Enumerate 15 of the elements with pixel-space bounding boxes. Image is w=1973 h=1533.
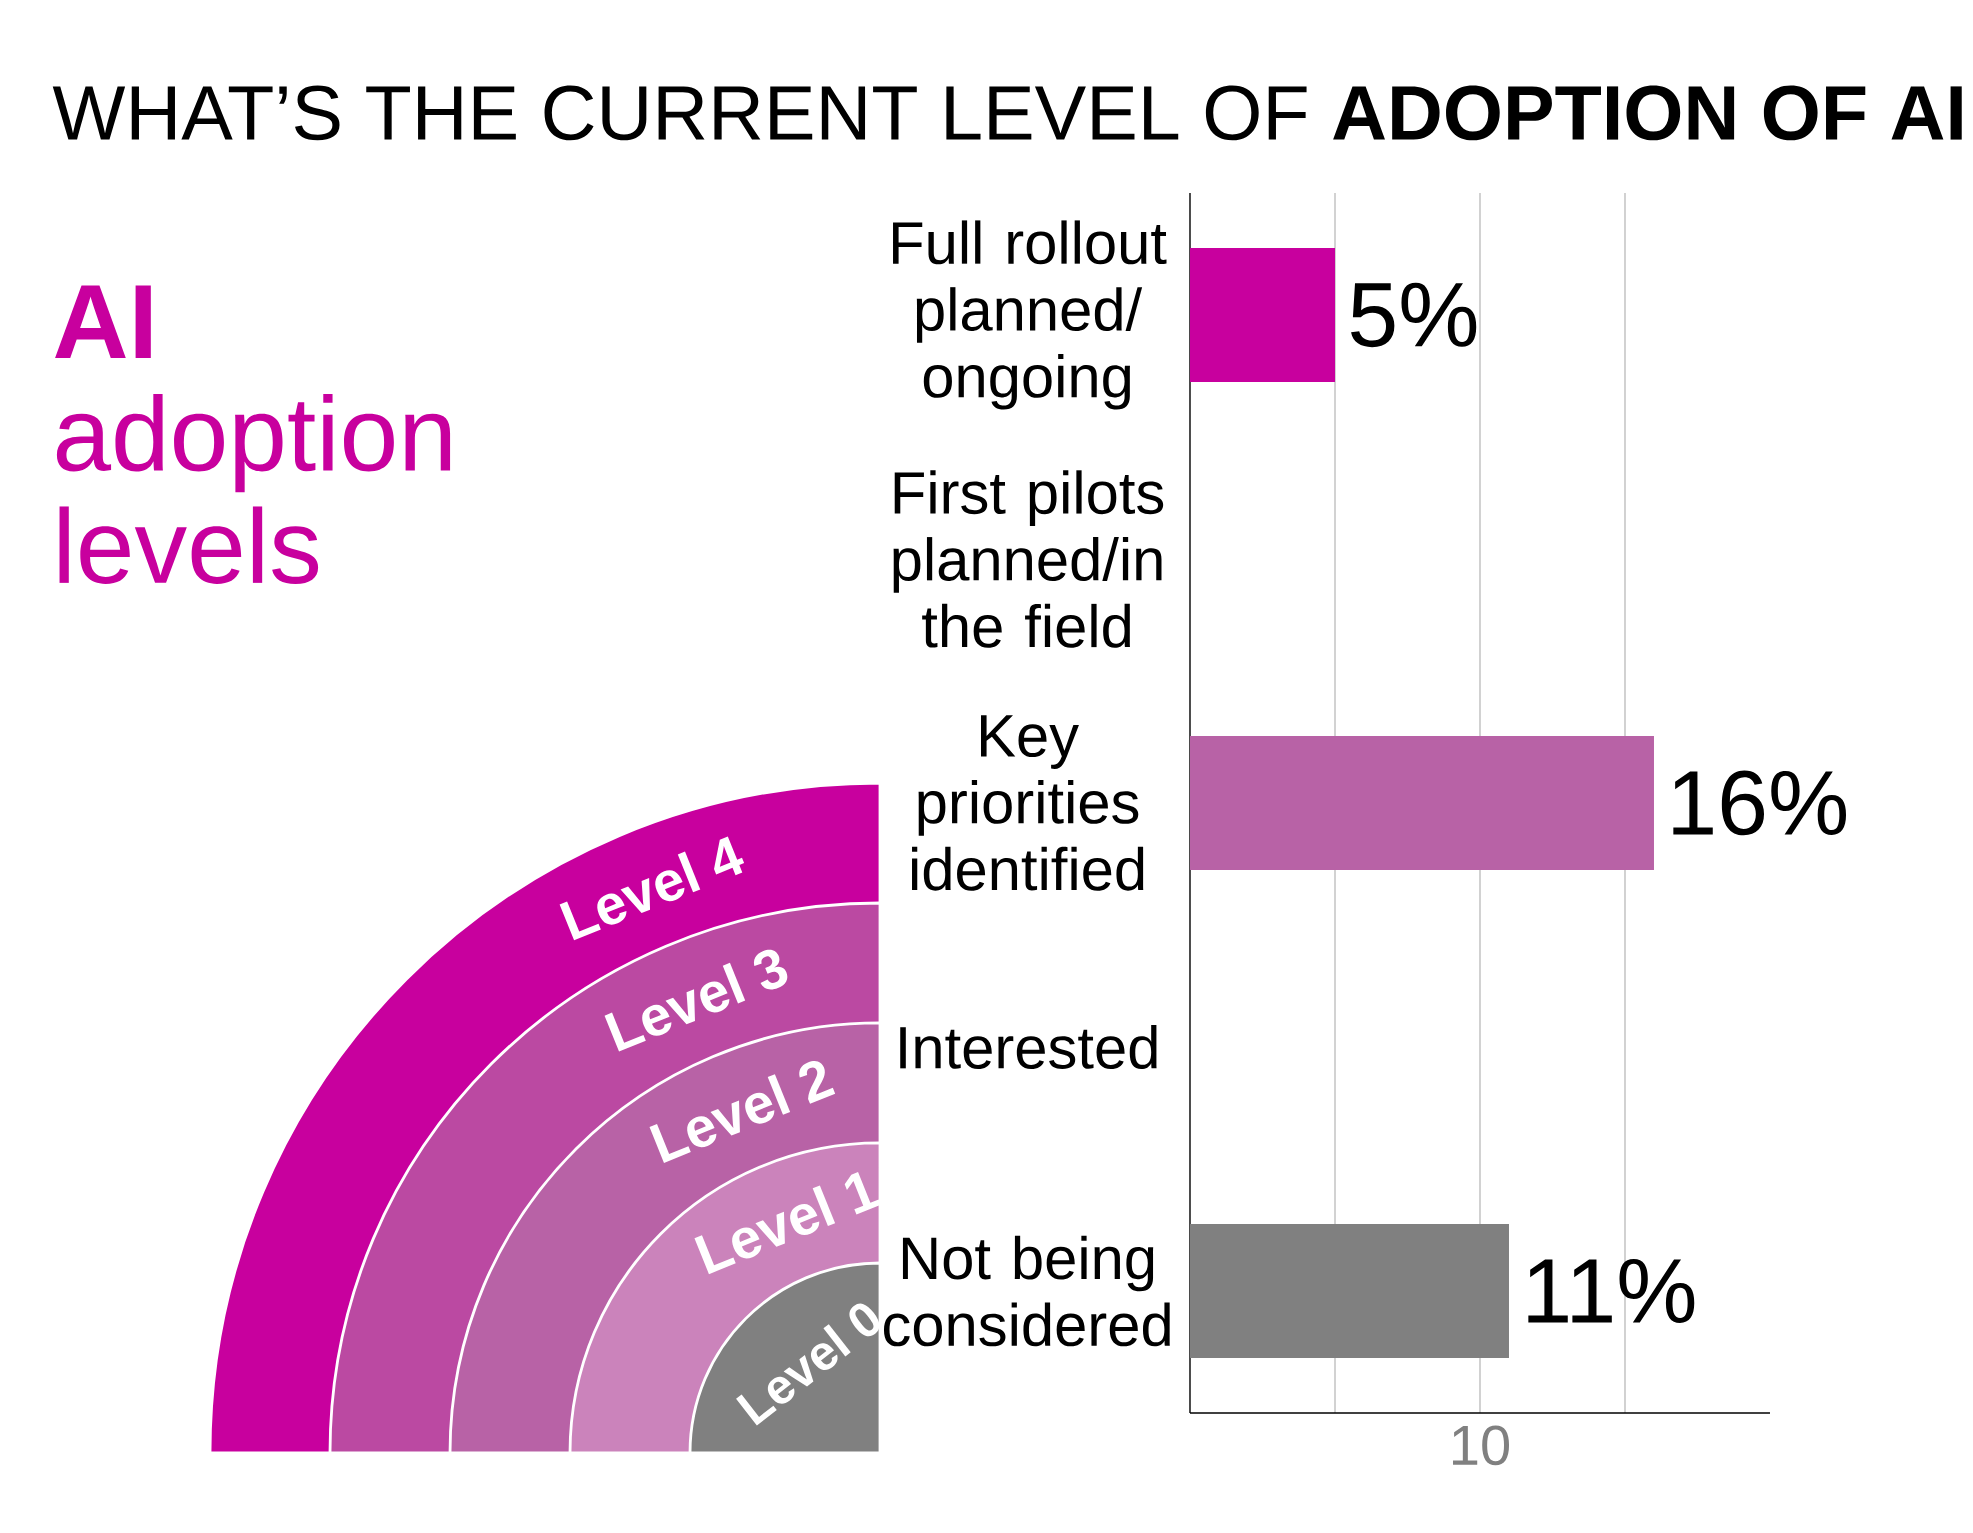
text: Level 4: [559, 836, 745, 941]
x-tick-label: 10: [1453, 1425, 1510, 1466]
data-label: 16%: [1673, 770, 1847, 836]
text: Level 3: [604, 949, 788, 1052]
text: AI adoption levels: [55, 285, 451, 584]
y-tick-label: Full rollout planned/ ongoing: [893, 220, 1167, 410]
y-tick-label: Interested: [900, 1025, 1157, 1069]
y-tick-label: Not being considered: [883, 1235, 1170, 1347]
text: Level 2: [649, 1060, 836, 1163]
data-label: 5%: [1351, 282, 1477, 348]
y-tick-label: Key priorities identified: [912, 715, 1144, 891]
text: Level 1: [694, 1172, 881, 1275]
chart-title: WHAT’S THE CURRENT LEVEL OF ADOPTION OF AI: [52, 85, 1962, 141]
y-tick-label: First pilots planned/in the field: [893, 470, 1164, 648]
data-label: 11%: [1528, 1259, 1695, 1323]
